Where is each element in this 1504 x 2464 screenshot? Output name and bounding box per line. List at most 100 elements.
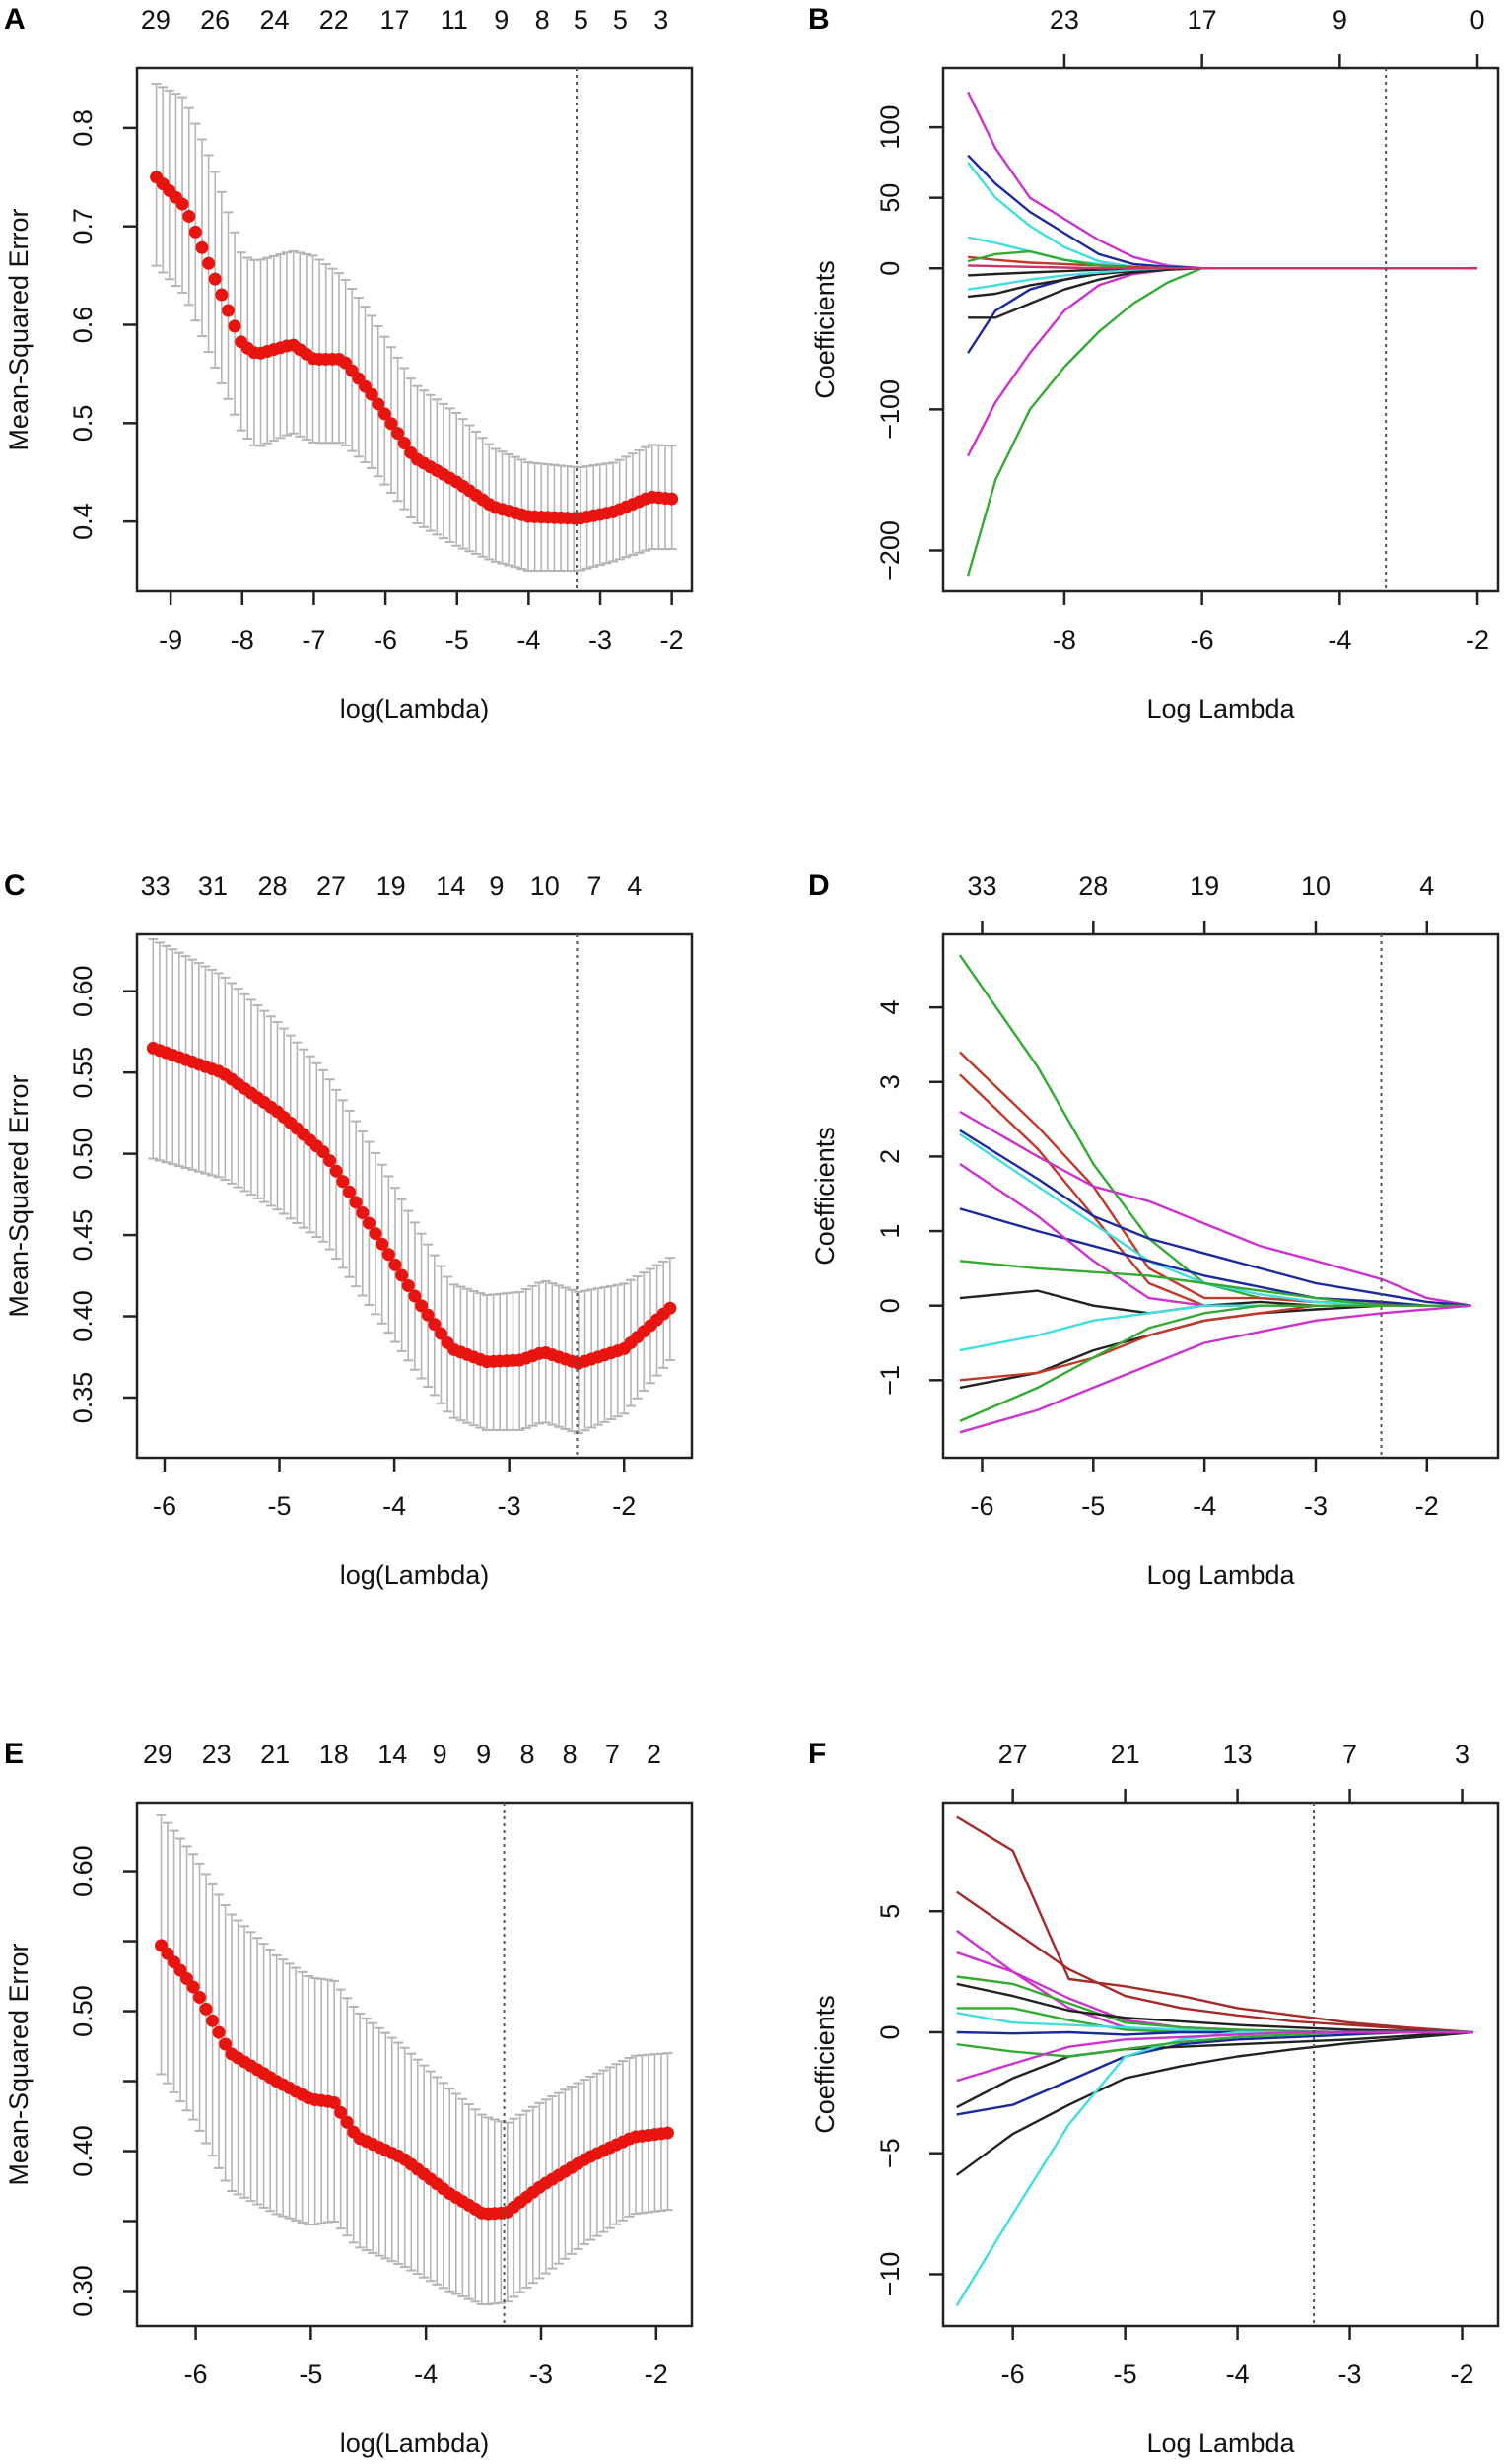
- mse-point: [365, 387, 378, 401]
- y-tick-label: 2: [875, 1149, 905, 1164]
- top-axis-label: 9: [1333, 5, 1347, 34]
- top-axis-label: 29: [143, 1740, 172, 1769]
- x-tick-label: -3: [588, 625, 612, 654]
- coefficient-path: [967, 91, 1477, 270]
- y-tick-label: 0.40: [68, 1290, 98, 1342]
- y-axis-label: Coefficients: [810, 260, 840, 399]
- y-tick-label: 5: [875, 1904, 905, 1919]
- top-axis-label: 8: [563, 1740, 578, 1769]
- x-axis-label: Log Lambda: [1146, 694, 1295, 723]
- top-axis-label: 8: [535, 5, 550, 34]
- x-tick-label: -9: [159, 625, 182, 654]
- coefficient-path: [959, 1073, 1471, 1307]
- x-tick-label: -4: [382, 1491, 406, 1521]
- top-axis-label: 11: [441, 5, 468, 34]
- x-tick-label: -3: [529, 2360, 553, 2389]
- top-axis-label: 4: [627, 871, 642, 901]
- x-tick-label: -5: [299, 2360, 322, 2389]
- x-tick-label: -6: [374, 625, 397, 654]
- x-tick-label: -6: [153, 1491, 176, 1521]
- plot-frame: [135, 932, 694, 1460]
- mse-point: [397, 436, 411, 449]
- plot-area: [146, 937, 677, 1435]
- plot-area: [150, 82, 679, 573]
- mse-point: [212, 2025, 226, 2039]
- plot-area: [955, 1815, 1474, 2307]
- y-tick-label: 1: [875, 1224, 905, 1239]
- mse-point: [186, 1980, 200, 1994]
- plot-area: [958, 954, 1472, 1434]
- x-axis-label: log(Lambda): [340, 1560, 490, 1590]
- top-axis-label: 28: [1078, 871, 1108, 901]
- coefficient-path: [955, 2030, 1473, 2307]
- mse-point: [377, 407, 391, 421]
- coefficient-path: [967, 162, 1477, 270]
- coefficient-path: [959, 1304, 1471, 1423]
- mse-point: [323, 1154, 337, 1168]
- panel-letter: F: [808, 1738, 826, 1770]
- mse-point: [329, 1164, 343, 1178]
- top-axis-label: 23: [202, 1740, 232, 1769]
- panel-letter: E: [4, 1738, 24, 1770]
- coefficient-path: [959, 1129, 1472, 1307]
- y-tick-label: 50: [875, 183, 905, 213]
- y-tick-label: 0.60: [68, 965, 98, 1017]
- plot-frame: [941, 1801, 1500, 2328]
- mse-point: [215, 288, 229, 302]
- mse-point: [362, 1216, 376, 1230]
- x-tick-label: -4: [516, 625, 540, 654]
- x-tick-label: -2: [660, 625, 684, 654]
- top-axis-label: 7: [1342, 1740, 1357, 1769]
- x-tick-label: -2: [645, 2360, 668, 2389]
- x-tick-label: -5: [445, 625, 469, 654]
- panel-letter: D: [808, 869, 830, 902]
- panel-d: D -6 -5 -4 -3 -2 −1 0 1 2 3 4 Log Lambda Coefficients…: [808, 869, 1500, 1590]
- mse-point: [343, 1185, 357, 1198]
- top-axis-label: 0: [1470, 5, 1485, 34]
- top-axis-label: 18: [319, 1740, 349, 1769]
- y-axis-label: Coefficients: [810, 1995, 840, 2134]
- top-axis-label: 27: [998, 1740, 1028, 1769]
- mse-point: [349, 1196, 363, 1209]
- x-tick-label: -6: [1191, 625, 1214, 654]
- mse-point: [372, 397, 385, 411]
- y-tick-label: 0.5: [68, 405, 98, 443]
- x-tick-label: -3: [1304, 1491, 1328, 1521]
- mse-point: [660, 2126, 674, 2140]
- mse-point: [188, 225, 202, 239]
- coefficient-path: [956, 2030, 1473, 2083]
- mse-point: [384, 417, 398, 431]
- top-axis-label: 5: [574, 5, 588, 34]
- mse-point: [334, 2105, 348, 2119]
- top-axis-label: 9: [489, 871, 504, 901]
- y-tick-label: 3: [875, 1074, 905, 1089]
- x-tick-label: -2: [1451, 2360, 1474, 2389]
- mse-point: [336, 1175, 350, 1189]
- coefficient-path: [956, 1815, 1473, 2034]
- x-tick-label: -2: [1466, 625, 1489, 654]
- mse-point: [182, 209, 196, 223]
- y-tick-label: 0.50: [68, 1128, 98, 1180]
- x-tick-label: -4: [1226, 2360, 1250, 2389]
- coefficient-path: [956, 1890, 1473, 2034]
- y-tick-label: −100: [875, 379, 905, 440]
- top-axis-label: 9: [433, 1740, 447, 1769]
- mse-point: [221, 304, 235, 317]
- y-tick-label: 0.35: [68, 1372, 98, 1424]
- x-tick-label: -4: [1193, 1491, 1216, 1521]
- coefficient-path: [955, 2030, 1474, 2176]
- top-axis-label: 27: [316, 871, 346, 901]
- coefficient-path: [967, 267, 1477, 354]
- coefficient-path: [958, 954, 1471, 1307]
- panel-e: E -6 -5 -4 -3 -2 0.30 0.40 0.50 0.60 log(Lambda) Me…: [4, 1738, 694, 2458]
- panel-letter: A: [4, 3, 26, 35]
- mse-point: [340, 2115, 354, 2129]
- mse-point: [369, 1227, 382, 1241]
- top-axis-label: 9: [476, 1740, 491, 1769]
- coefficient-path: [959, 1110, 1472, 1307]
- y-tick-label: 4: [875, 1000, 905, 1015]
- top-axis-label: 24: [259, 5, 289, 34]
- y-tick-label: −5: [875, 2138, 905, 2168]
- top-axis-label: 10: [530, 871, 560, 901]
